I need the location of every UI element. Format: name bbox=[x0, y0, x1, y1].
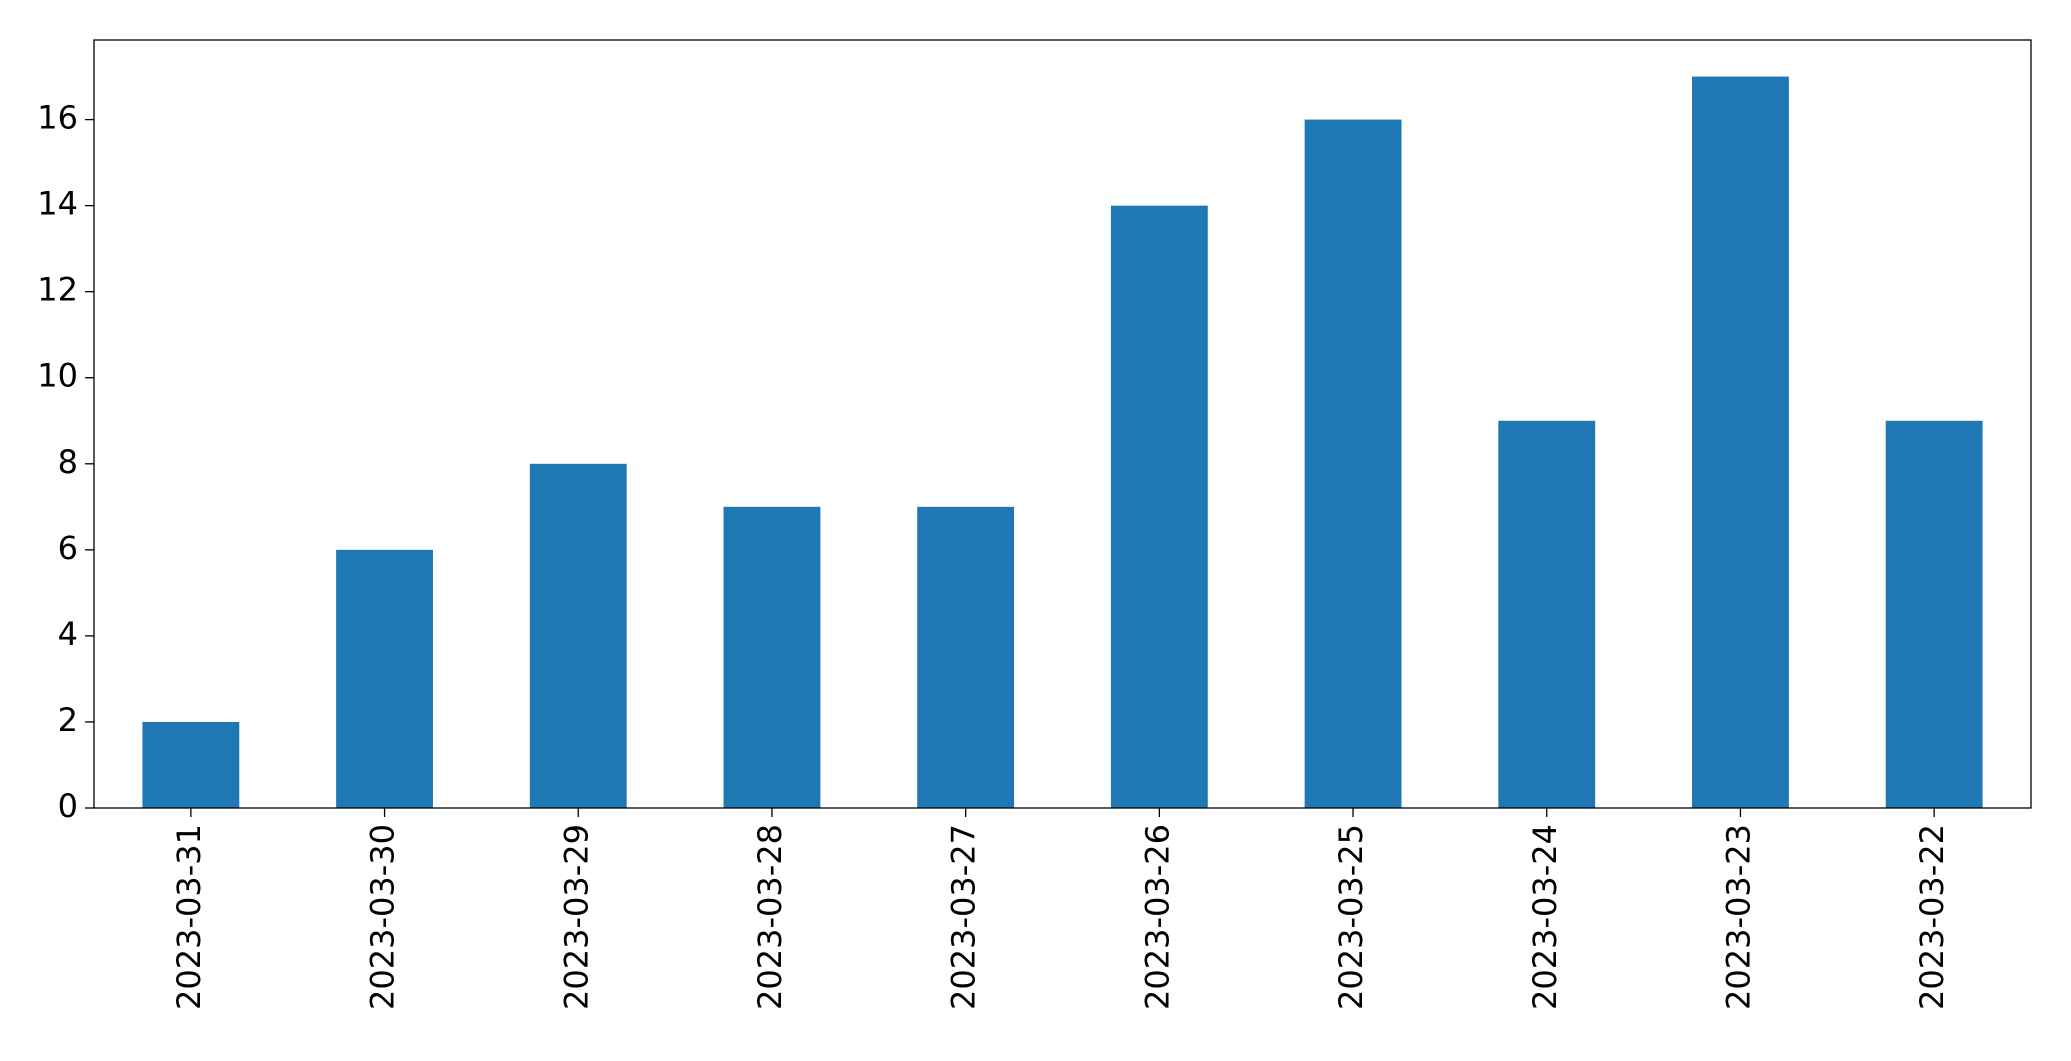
y-tick-label: 16 bbox=[37, 99, 78, 137]
y-tick-label: 8 bbox=[58, 443, 78, 481]
x-tick-label: 2023-03-22 bbox=[1913, 824, 1951, 1010]
x-tick-label: 2023-03-31 bbox=[170, 824, 208, 1010]
y-tick-label: 6 bbox=[58, 529, 78, 567]
bar bbox=[1885, 420, 1983, 808]
x-tick-label: 2023-03-29 bbox=[557, 824, 595, 1010]
bar bbox=[336, 549, 433, 808]
plot-frame bbox=[93, 39, 2032, 809]
bar bbox=[1692, 76, 1789, 809]
bar bbox=[723, 506, 821, 808]
x-tick-label: 2023-03-24 bbox=[1526, 824, 1564, 1010]
x-tick-label: 2023-03-27 bbox=[945, 824, 983, 1010]
x-tick-label: 2023-03-30 bbox=[364, 824, 402, 1010]
x-tick-label: 2023-03-28 bbox=[751, 824, 789, 1010]
y-tick-label: 4 bbox=[58, 615, 78, 653]
bar bbox=[529, 463, 627, 808]
bar bbox=[1304, 119, 1402, 809]
x-tick-label: 2023-03-23 bbox=[1719, 824, 1757, 1010]
bar bbox=[1110, 205, 1208, 808]
x-tick-label: 2023-03-25 bbox=[1332, 824, 1370, 1010]
bar bbox=[1498, 420, 1596, 808]
y-tick-label: 0 bbox=[58, 787, 78, 825]
y-tick-label: 10 bbox=[37, 357, 78, 395]
x-tick-label: 2023-03-26 bbox=[1138, 824, 1176, 1010]
y-tick-label: 14 bbox=[37, 185, 78, 223]
bar bbox=[142, 721, 240, 808]
bar bbox=[917, 506, 1015, 808]
y-tick-label: 2 bbox=[58, 701, 78, 739]
y-tick-label: 12 bbox=[37, 271, 78, 309]
